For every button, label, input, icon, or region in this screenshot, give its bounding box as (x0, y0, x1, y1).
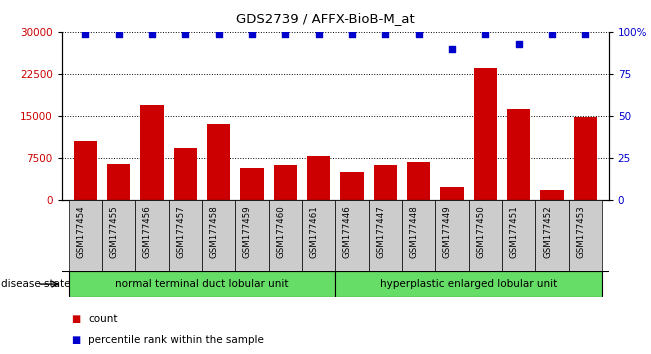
Bar (402, 200, 436, 271)
Bar (474, 68, 497, 200)
Bar (169, 200, 202, 271)
Bar (440, 187, 464, 200)
Bar (335, 271, 602, 297)
Bar (374, 165, 397, 200)
Text: ■: ■ (72, 314, 81, 324)
Bar (174, 148, 197, 200)
Text: GSM177446: GSM177446 (343, 206, 352, 258)
Text: GSM177450: GSM177450 (477, 206, 485, 258)
Bar (335, 200, 368, 271)
Bar (68, 200, 102, 271)
Bar (540, 190, 564, 200)
Text: GSM177453: GSM177453 (576, 206, 585, 258)
Bar (235, 200, 269, 271)
Point (214, 31, 224, 36)
Bar (273, 165, 297, 200)
Bar (68, 271, 335, 297)
Bar (535, 200, 569, 271)
Bar (469, 200, 502, 271)
Bar (574, 117, 597, 200)
Bar (307, 156, 330, 200)
Text: GSM177454: GSM177454 (76, 206, 85, 258)
Bar (107, 164, 130, 200)
Point (380, 31, 391, 36)
Point (480, 31, 490, 36)
Point (313, 31, 324, 36)
Bar (569, 200, 602, 271)
Bar (340, 172, 364, 200)
Point (113, 31, 124, 36)
Text: GSM177459: GSM177459 (243, 206, 252, 258)
Text: GDS2739 / AFFX-BioB-M_at: GDS2739 / AFFX-BioB-M_at (236, 12, 415, 25)
Point (80, 31, 90, 36)
Text: GSM177455: GSM177455 (109, 206, 118, 258)
Text: GSM177456: GSM177456 (143, 206, 152, 258)
Text: GSM177460: GSM177460 (276, 206, 285, 258)
Point (347, 31, 357, 36)
Text: GSM177458: GSM177458 (210, 206, 219, 258)
Text: GSM177452: GSM177452 (543, 206, 552, 258)
Bar (74, 141, 97, 200)
Point (146, 31, 157, 36)
Text: hyperplastic enlarged lobular unit: hyperplastic enlarged lobular unit (380, 279, 557, 289)
Text: GSM177461: GSM177461 (310, 206, 318, 258)
Bar (269, 200, 302, 271)
Text: ■: ■ (72, 335, 81, 345)
Bar (102, 200, 135, 271)
Bar (240, 168, 264, 200)
Point (247, 31, 257, 36)
Point (580, 31, 590, 36)
Point (547, 31, 557, 36)
Point (514, 41, 524, 46)
Text: percentile rank within the sample: percentile rank within the sample (88, 335, 264, 345)
Text: GSM177457: GSM177457 (176, 206, 186, 258)
Text: GSM177448: GSM177448 (409, 206, 419, 258)
Point (447, 46, 457, 52)
Bar (302, 200, 335, 271)
Bar (135, 200, 169, 271)
Bar (507, 109, 531, 200)
Bar (207, 124, 230, 200)
Text: GSM177451: GSM177451 (510, 206, 519, 258)
Bar (407, 162, 430, 200)
Text: GSM177447: GSM177447 (376, 206, 385, 258)
Bar (436, 200, 469, 271)
Point (180, 31, 191, 36)
Text: normal terminal duct lobular unit: normal terminal duct lobular unit (115, 279, 288, 289)
Bar (368, 200, 402, 271)
Text: disease state: disease state (1, 279, 71, 289)
Bar (502, 200, 535, 271)
Bar (140, 105, 163, 200)
Bar (202, 200, 235, 271)
Point (280, 31, 290, 36)
Point (413, 31, 424, 36)
Text: GSM177449: GSM177449 (443, 206, 452, 258)
Text: count: count (88, 314, 117, 324)
